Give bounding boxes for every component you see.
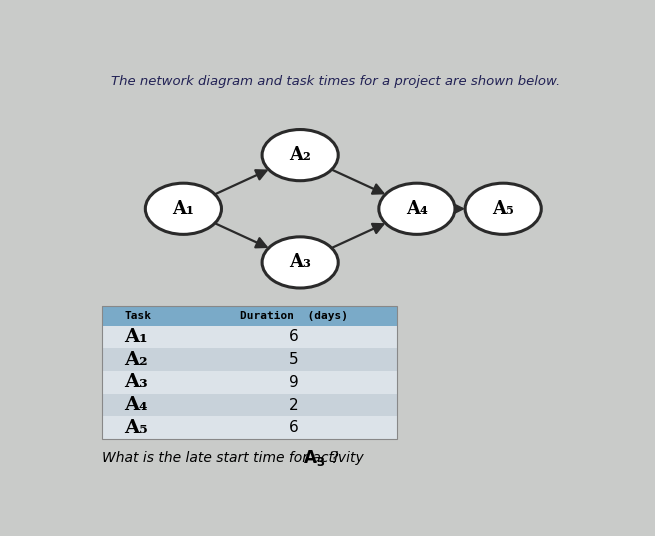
Bar xyxy=(102,416,396,439)
Text: The network diagram and task times for a project are shown below.: The network diagram and task times for a… xyxy=(111,75,560,88)
Text: A₃: A₃ xyxy=(290,254,311,271)
Bar xyxy=(102,348,396,371)
Bar xyxy=(102,393,396,416)
Ellipse shape xyxy=(379,183,455,234)
Ellipse shape xyxy=(262,237,338,288)
Text: A₅: A₅ xyxy=(493,200,514,218)
Text: A₄: A₄ xyxy=(124,396,147,414)
Text: Task: Task xyxy=(124,311,151,321)
Text: $\mathbf{A_3}$ ?: $\mathbf{A_3}$ ? xyxy=(303,449,340,468)
Text: 6: 6 xyxy=(289,330,299,345)
Bar xyxy=(102,371,396,393)
Ellipse shape xyxy=(262,130,338,181)
Text: A₂: A₂ xyxy=(290,146,311,164)
Bar xyxy=(102,306,396,325)
Bar xyxy=(102,325,396,348)
Text: A₄: A₄ xyxy=(406,200,428,218)
Text: 6: 6 xyxy=(289,420,299,435)
Text: 2: 2 xyxy=(289,398,299,413)
Text: 5: 5 xyxy=(289,352,299,367)
Text: A₅: A₅ xyxy=(124,419,147,437)
Ellipse shape xyxy=(145,183,221,234)
Text: A₃: A₃ xyxy=(124,373,147,391)
Text: A₁: A₁ xyxy=(124,328,147,346)
Text: A₂: A₂ xyxy=(124,351,147,369)
Text: 9: 9 xyxy=(289,375,299,390)
Text: A₁: A₁ xyxy=(172,200,195,218)
Ellipse shape xyxy=(465,183,541,234)
Bar xyxy=(102,306,396,439)
Text: Duration  (days): Duration (days) xyxy=(240,311,348,321)
Text: What is the late start time for activity: What is the late start time for activity xyxy=(102,451,368,465)
